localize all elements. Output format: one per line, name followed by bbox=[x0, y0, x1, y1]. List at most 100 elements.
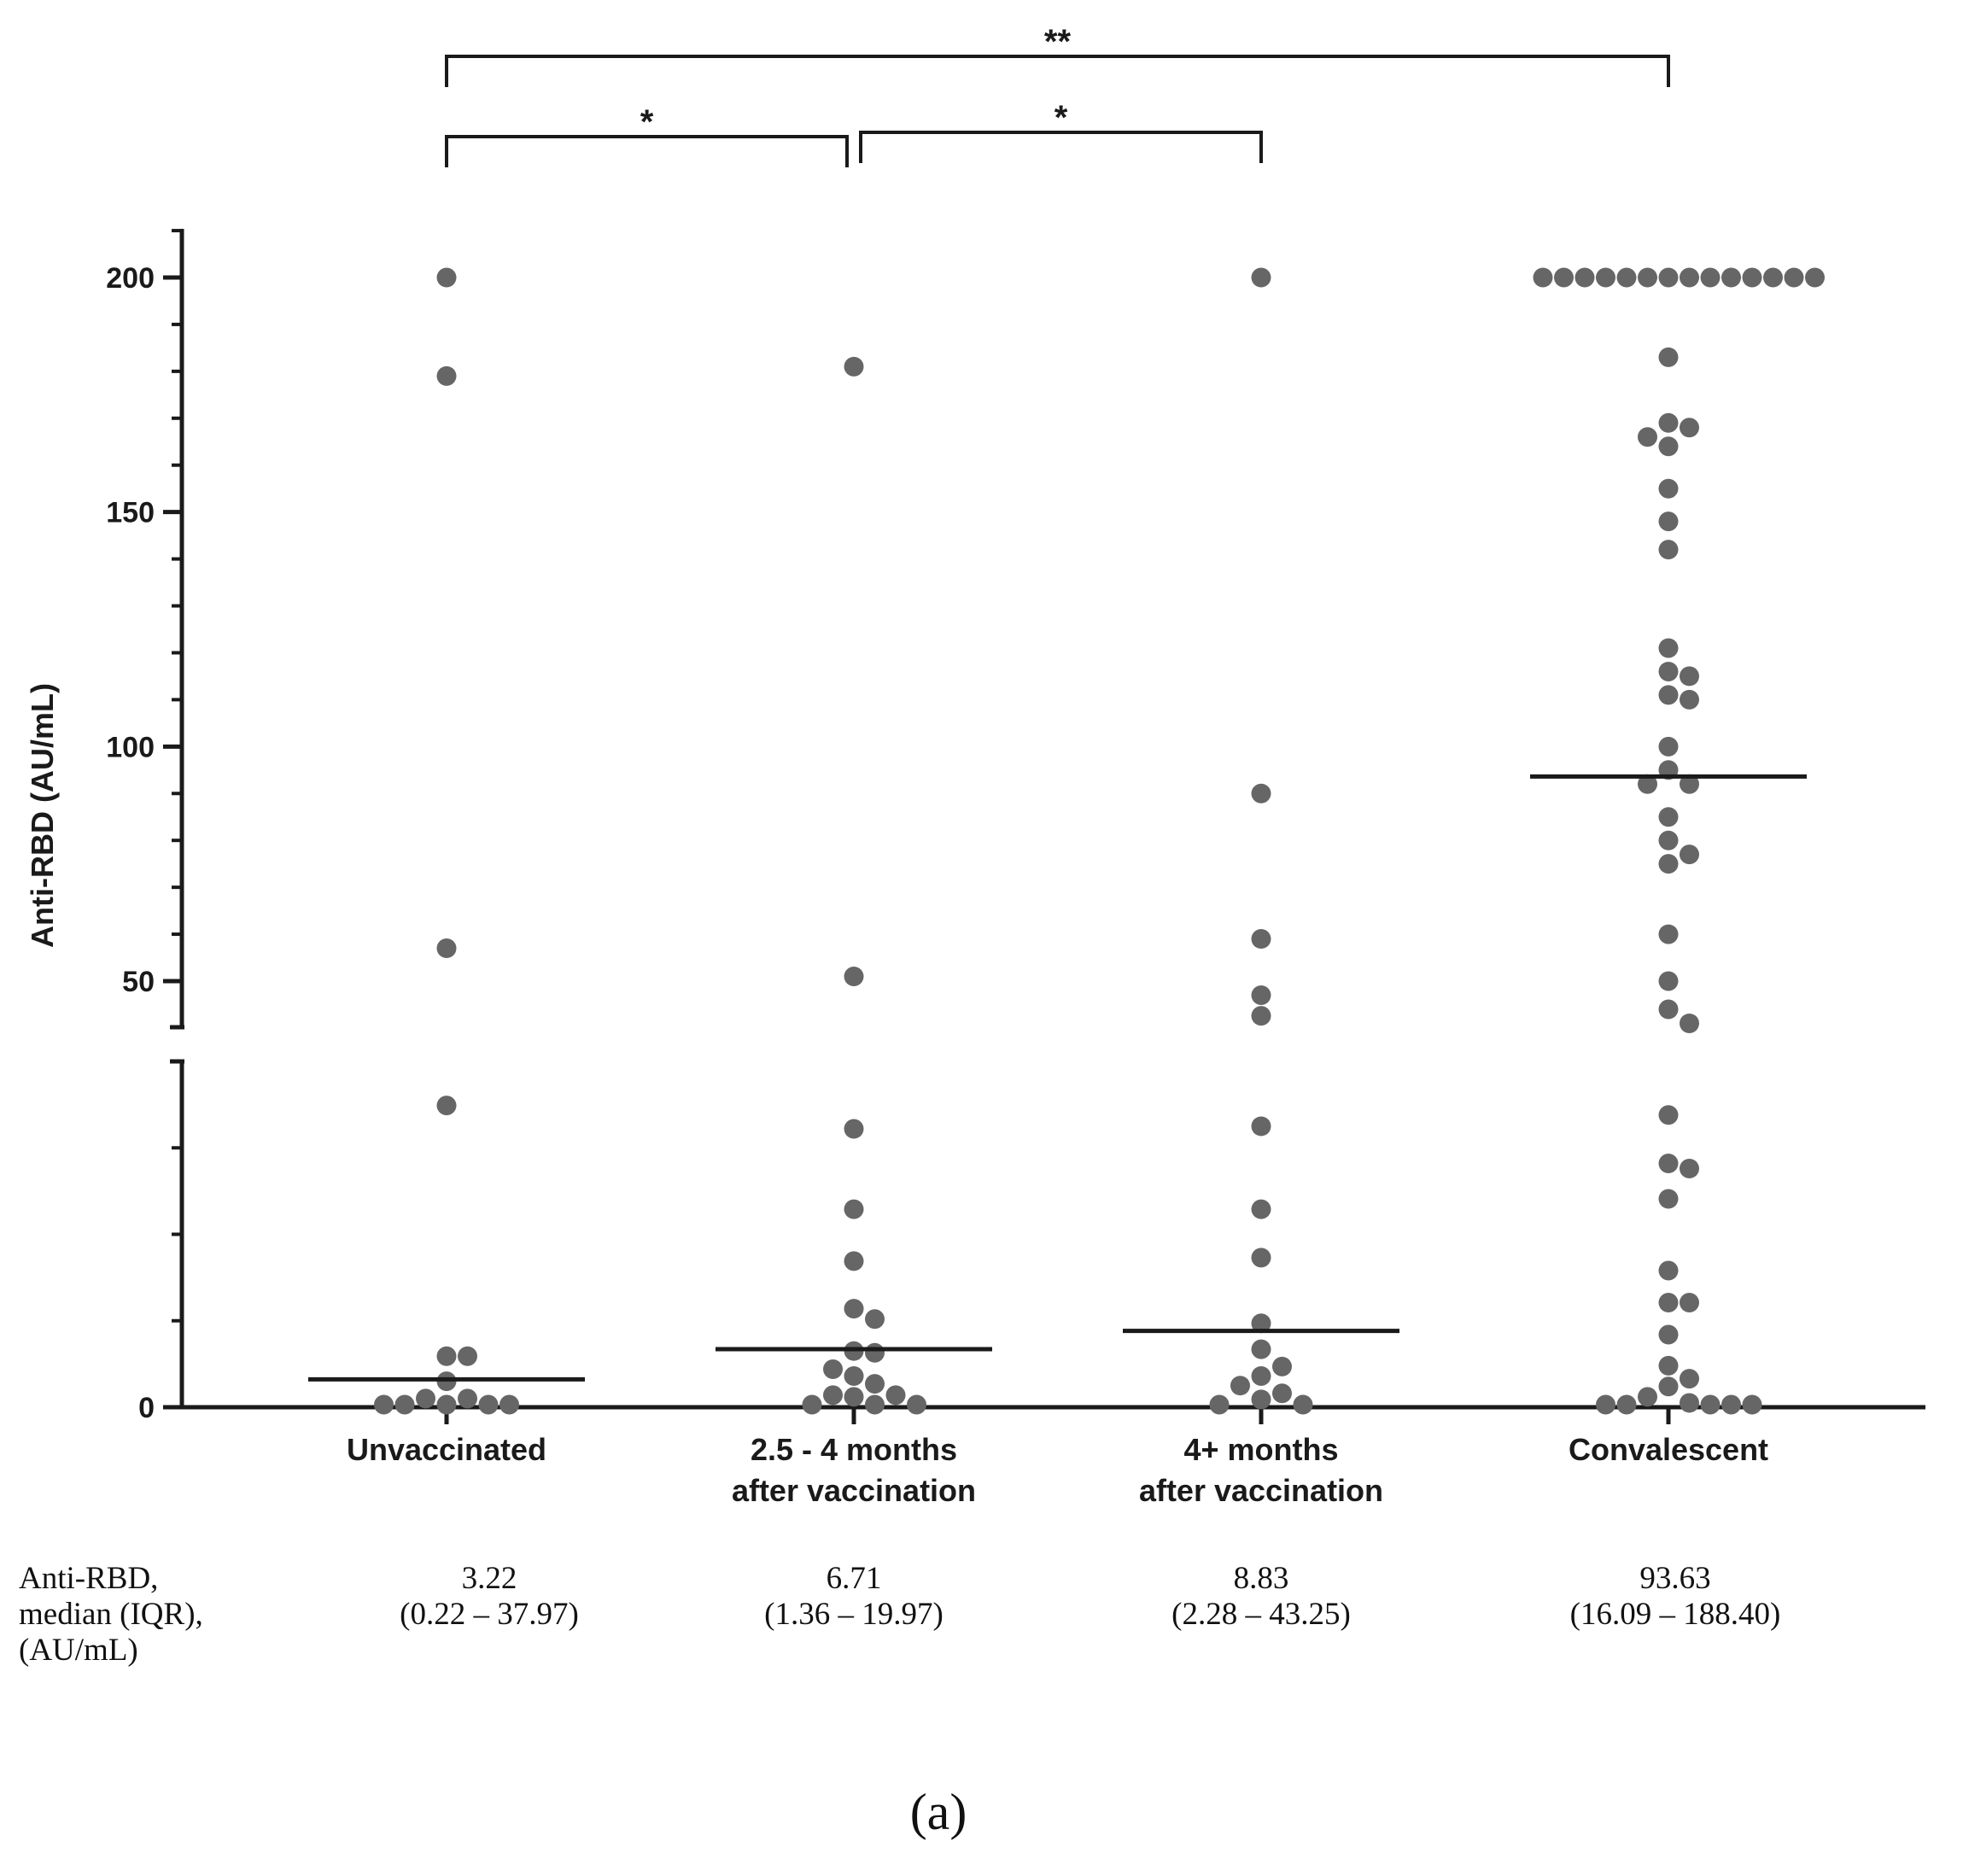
data-point bbox=[1784, 267, 1804, 288]
data-point bbox=[478, 1394, 499, 1415]
data-point bbox=[458, 1346, 477, 1366]
table-row-label: (AU/mL) bbox=[19, 1633, 138, 1668]
data-point bbox=[1616, 267, 1637, 288]
data-point bbox=[1230, 1376, 1250, 1396]
data-point bbox=[865, 1342, 885, 1363]
data-point bbox=[1251, 1116, 1271, 1137]
data-point bbox=[844, 356, 864, 377]
data-point bbox=[1680, 418, 1699, 438]
table-row-label: Anti-RBD, bbox=[19, 1561, 158, 1596]
data-point bbox=[1658, 830, 1679, 850]
data-point bbox=[1658, 638, 1679, 658]
table-median-value: 6.71 bbox=[827, 1561, 882, 1596]
median-lines bbox=[308, 774, 1807, 1382]
x-axis: Unvaccinated 2.5 - 4 months after vaccinat… bbox=[179, 1405, 1925, 1508]
data-point bbox=[1251, 1339, 1271, 1359]
x-category-label: 4+ months bbox=[1183, 1432, 1338, 1467]
significance-label: * bbox=[1055, 99, 1068, 137]
data-point bbox=[1658, 267, 1679, 288]
data-point bbox=[844, 1387, 864, 1407]
data-point bbox=[1638, 774, 1657, 794]
data-point bbox=[436, 1346, 457, 1366]
data-point bbox=[1742, 267, 1762, 288]
data-point bbox=[865, 1309, 885, 1330]
significance-bracket bbox=[445, 135, 849, 167]
data-point bbox=[1680, 666, 1699, 687]
data-point bbox=[1680, 1393, 1699, 1413]
data-point bbox=[1658, 412, 1679, 433]
data-point bbox=[1658, 854, 1679, 874]
x-category-label: after vaccination bbox=[732, 1473, 976, 1508]
data-point bbox=[1680, 1369, 1699, 1389]
panel-label: (a) bbox=[910, 1784, 967, 1840]
data-point bbox=[1658, 1153, 1679, 1173]
data-point bbox=[1658, 478, 1679, 499]
data-point bbox=[1721, 1394, 1741, 1415]
data-point bbox=[1533, 267, 1553, 288]
significance-bracket bbox=[445, 55, 1670, 87]
data-point bbox=[1680, 1013, 1699, 1033]
y-tick-label: 50 bbox=[122, 966, 155, 998]
data-point bbox=[1658, 685, 1679, 705]
data-point bbox=[1680, 689, 1699, 710]
data-point bbox=[458, 1388, 477, 1409]
data-point bbox=[1658, 1260, 1679, 1281]
data-point bbox=[1658, 971, 1679, 991]
data-point bbox=[436, 365, 457, 386]
data-point bbox=[1658, 1105, 1679, 1125]
table-iqr-value: (1.36 – 19.97) bbox=[764, 1597, 944, 1632]
significance-bracket bbox=[859, 131, 1263, 163]
data-point bbox=[1658, 1324, 1679, 1345]
y-tick-label: 150 bbox=[106, 497, 155, 529]
data-point bbox=[865, 1374, 885, 1394]
significance-label: ** bbox=[1044, 23, 1072, 61]
data-point bbox=[1554, 267, 1574, 288]
table-iqr-value: (0.22 – 37.97) bbox=[400, 1597, 579, 1632]
data-point bbox=[1596, 1394, 1615, 1415]
data-point bbox=[1272, 1383, 1292, 1404]
data-point bbox=[1251, 1248, 1271, 1268]
data-point bbox=[1658, 924, 1679, 944]
data-point bbox=[1658, 540, 1679, 560]
data-point bbox=[1658, 661, 1679, 681]
x-category-label: Convalescent bbox=[1569, 1432, 1768, 1467]
data-point bbox=[844, 1119, 864, 1139]
data-point bbox=[1680, 1292, 1699, 1312]
median-iqr-table: Anti-RBD,median (IQR),(AU/mL) 3.22(0.22 –… bbox=[19, 1561, 1780, 1668]
data-point bbox=[1251, 1313, 1271, 1334]
data-point bbox=[1658, 1189, 1679, 1209]
data-point bbox=[885, 1385, 906, 1406]
data-point bbox=[844, 1366, 864, 1387]
data-point bbox=[436, 938, 457, 959]
data-point bbox=[374, 1394, 394, 1415]
data-point bbox=[436, 1394, 457, 1415]
data-point bbox=[1700, 1394, 1721, 1415]
table-median-value: 93.63 bbox=[1639, 1561, 1710, 1596]
data-point bbox=[1272, 1356, 1292, 1376]
data-point bbox=[1251, 1006, 1271, 1026]
data-point bbox=[1251, 1366, 1271, 1387]
x-category-label: after vaccination bbox=[1139, 1473, 1383, 1508]
data-point bbox=[1680, 774, 1699, 794]
table-median-value: 8.83 bbox=[1234, 1561, 1289, 1596]
data-point bbox=[1658, 1355, 1679, 1376]
data-point bbox=[1700, 267, 1721, 288]
data-point bbox=[823, 1359, 843, 1379]
data-points bbox=[374, 267, 1825, 1415]
table-iqr-value: (16.09 – 188.40) bbox=[1570, 1597, 1781, 1632]
x-category-label: Unvaccinated bbox=[347, 1432, 546, 1467]
x-category-label: 2.5 - 4 months bbox=[751, 1432, 957, 1467]
data-point bbox=[1658, 511, 1679, 532]
y-tick-label: 0 bbox=[138, 1392, 155, 1424]
data-point bbox=[844, 1299, 864, 1319]
data-point bbox=[1638, 267, 1657, 288]
data-point bbox=[1596, 267, 1615, 288]
data-point bbox=[416, 1388, 435, 1409]
y-tick-label: 200 bbox=[106, 262, 155, 295]
data-point bbox=[1251, 985, 1271, 1005]
data-point bbox=[907, 1394, 926, 1415]
data-point bbox=[1638, 1387, 1657, 1407]
data-point bbox=[1574, 267, 1595, 288]
data-point bbox=[436, 1096, 457, 1116]
